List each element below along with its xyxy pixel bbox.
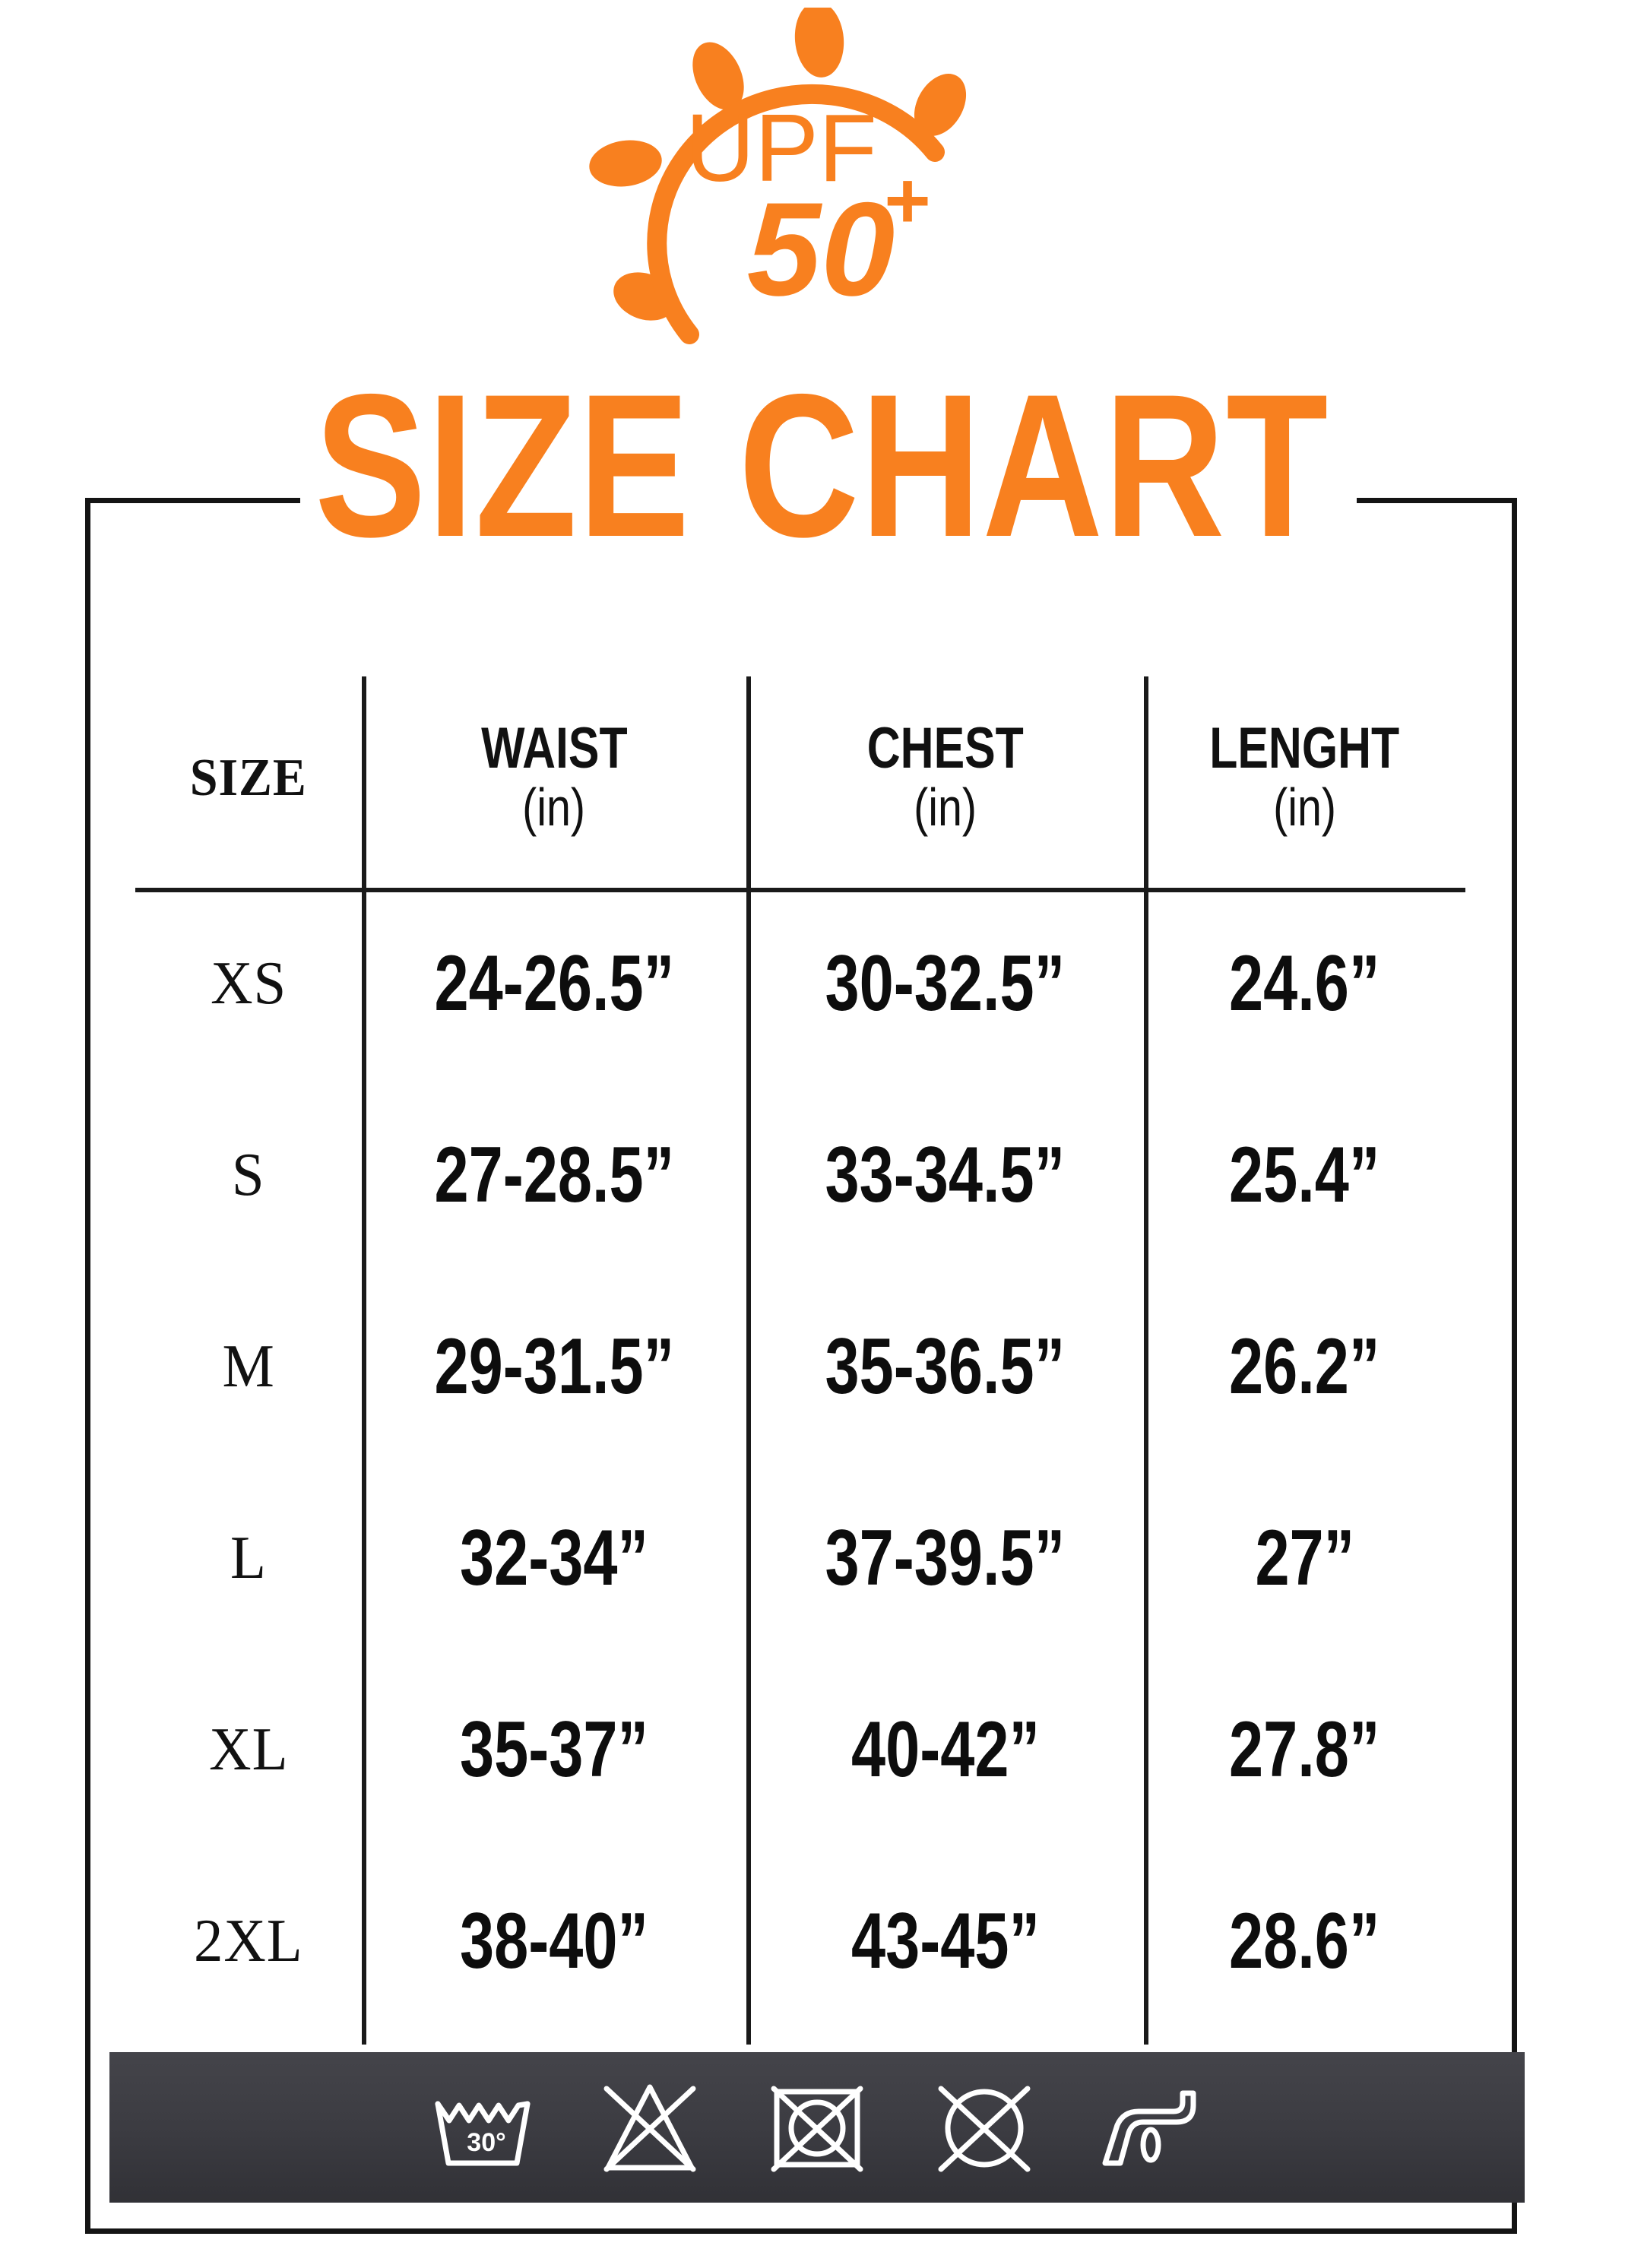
header-cell-chest: CHEST (in) [746, 716, 1144, 838]
header-label-length: LENGHT [1209, 716, 1400, 781]
column-divider-3 [1144, 676, 1148, 2045]
header-cell-waist: WAIST (in) [362, 716, 746, 838]
machine-wash-30-icon: 30° [426, 2078, 540, 2177]
upf-sun-logo: UPF 50 + [578, 8, 1064, 357]
table-header-row: SIZE WAIST (in) CHEST (in) LENGHT (in) [135, 669, 1465, 888]
cell-length: 25.4” [1229, 1131, 1380, 1219]
table-row: 2XL 38-40” 43-45” 28.6” [135, 1845, 1465, 2037]
do-not-dry-clean-icon [927, 2078, 1041, 2177]
header-unit-chest: (in) [914, 778, 977, 837]
cell-waist: 29-31.5” [434, 1322, 674, 1411]
do-not-tumble-dry-icon [760, 2078, 874, 2177]
sun-icon: UPF 50 + [589, 8, 967, 344]
cell-chest: 40-42” [851, 1706, 1040, 1794]
table-row: L 32-34” 37-39.5” 27” [135, 1462, 1465, 1654]
cell-chest: 30-32.5” [825, 939, 1066, 1028]
upf-text: UPF [686, 94, 877, 201]
header-label-size: SIZE [190, 749, 307, 807]
column-divider-1 [362, 676, 366, 2045]
cell-size: XS [210, 950, 287, 1017]
cell-size: XL [208, 1716, 289, 1783]
cell-waist: 32-34” [459, 1514, 649, 1602]
page-title: SIZE CHART [315, 351, 1329, 579]
cell-chest: 33-34.5” [825, 1131, 1066, 1219]
cell-length: 27” [1255, 1514, 1354, 1602]
table-row: XS 24-26.5” 30-32.5” 24.6” [135, 888, 1465, 1079]
column-divider-2 [746, 676, 751, 2045]
header-cell-length: LENGHT (in) [1144, 716, 1465, 838]
table-row: XL 35-37” 40-42” 27.8” [135, 1654, 1465, 1845]
cell-waist: 27-28.5” [434, 1131, 674, 1219]
header-label-waist: WAIST [480, 716, 628, 781]
header-unit-waist: (in) [522, 778, 586, 837]
cell-waist: 35-37” [459, 1706, 649, 1794]
size-table: SIZE WAIST (in) CHEST (in) LENGHT (in) X… [135, 669, 1465, 2045]
cell-chest: 37-39.5” [825, 1514, 1066, 1602]
upf-rating: 50 [747, 176, 895, 324]
cell-length: 26.2” [1229, 1322, 1380, 1411]
cell-length: 27.8” [1229, 1706, 1380, 1794]
header-label-chest: CHEST [866, 716, 1024, 781]
iron-icon [1094, 2078, 1208, 2177]
header-unit-length: (in) [1273, 778, 1336, 837]
upf-plus: + [882, 157, 929, 245]
header-separator [135, 888, 1465, 892]
cell-size: S [232, 1142, 265, 1208]
cell-chest: 43-45” [851, 1897, 1040, 1985]
cell-length: 24.6” [1229, 939, 1380, 1028]
header-cell-size: SIZE [135, 752, 362, 805]
cell-size: L [230, 1525, 267, 1592]
cell-waist: 38-40” [459, 1897, 649, 1985]
title-frame-notch [300, 456, 1357, 547]
cell-waist: 24-26.5” [434, 939, 674, 1028]
cell-chest: 35-36.5” [825, 1322, 1066, 1411]
care-instructions-bar: 30° [109, 2052, 1525, 2203]
cell-size: 2XL [194, 1908, 303, 1975]
cell-size: M [222, 1333, 275, 1400]
cell-length: 28.6” [1229, 1897, 1380, 1985]
wash-temp-label: 30° [467, 2128, 505, 2157]
table-row: M 29-31.5” 35-36.5” 26.2” [135, 1271, 1465, 1462]
table-row: S 27-28.5” 33-34.5” 25.4” [135, 1079, 1465, 1271]
do-not-bleach-icon [593, 2078, 707, 2177]
